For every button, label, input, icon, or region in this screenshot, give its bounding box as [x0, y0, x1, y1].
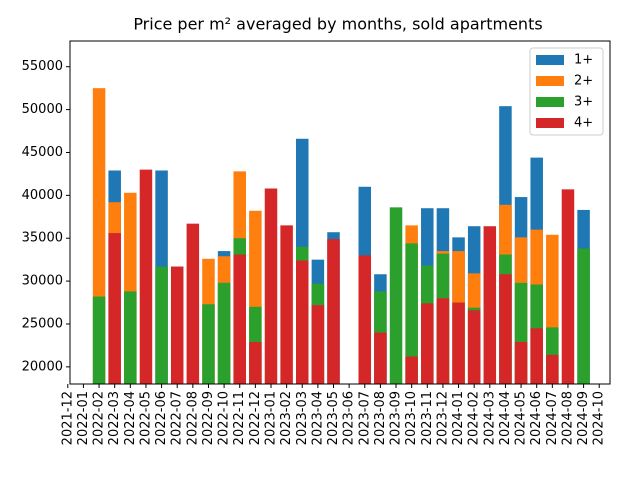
legend-label: 1+: [574, 53, 593, 68]
y-tick-label: 50000: [22, 102, 63, 117]
x-tick-label: 2024-04: [498, 391, 513, 445]
x-tick-label: 2023-08: [373, 391, 388, 445]
x-tick-label: 2023-06: [342, 391, 357, 445]
x-tick-label: 2024-03: [482, 391, 497, 445]
bar: [327, 239, 340, 384]
bar: [577, 248, 590, 384]
x-tick-label: 2024-09: [576, 391, 591, 445]
y-tick-label: 55000: [22, 59, 63, 74]
legend-box: [529, 47, 604, 136]
bar: [295, 260, 309, 384]
bar: [139, 169, 153, 384]
x-tick-label: 2022-06: [154, 391, 169, 445]
legend-label: 3+: [574, 95, 593, 110]
bar: [561, 189, 575, 384]
x-tick-label: 2023-01: [263, 391, 278, 445]
x-tick-label: 2022-02: [92, 391, 107, 445]
x-tick-label: 2022-03: [107, 391, 122, 445]
bar: [530, 328, 543, 384]
x-tick-label: 2023-04: [310, 391, 325, 445]
x-tick-label: 2021-12: [60, 391, 75, 445]
y-tick-label: 40000: [22, 188, 63, 203]
bar: [202, 304, 215, 384]
bar: [124, 291, 137, 384]
bar: [405, 243, 418, 384]
bar: [170, 266, 184, 384]
chart-title: Price per m² averaged by months, sold ap…: [133, 15, 542, 34]
y-tick-label: 20000: [22, 359, 63, 374]
y-tick-label: 35000: [22, 231, 63, 246]
x-tick-label: 2024-08: [560, 391, 575, 445]
x-tick-label: 2024-07: [545, 391, 560, 445]
legend-label: 4+: [574, 116, 593, 131]
bar: [514, 341, 528, 384]
legend-swatch: [536, 76, 564, 86]
bar: [421, 303, 434, 384]
bar: [467, 310, 481, 384]
x-tick-label: 2023-10: [404, 391, 419, 445]
bar: [155, 266, 168, 384]
bar: [249, 341, 262, 384]
bar: [436, 298, 450, 384]
x-tick-label: 2022-07: [170, 391, 185, 445]
x-tick-label: 2023-09: [389, 391, 404, 445]
x-tick-label: 2022-09: [201, 391, 216, 445]
x-tick-label: 2022-04: [123, 391, 138, 445]
bar: [546, 354, 559, 384]
x-tick-label: 2022-05: [138, 391, 153, 445]
x-tick-label: 2022-08: [185, 391, 200, 445]
x-tick-label: 2024-02: [467, 391, 482, 445]
bar: [374, 332, 387, 384]
x-tick-label: 2023-05: [326, 391, 341, 445]
bar: [264, 188, 278, 384]
bar: [311, 305, 325, 384]
legend-swatch: [536, 55, 564, 65]
x-tick-label: 2023-11: [420, 391, 435, 445]
x-tick-label: 2023-12: [435, 391, 450, 445]
x-tick-label: 2022-01: [76, 391, 91, 445]
bar: [92, 296, 106, 384]
bar: [186, 223, 200, 384]
x-tick-label: 2024-10: [592, 391, 607, 445]
legend: 1+ 2+ 3+ 4+: [529, 47, 604, 136]
x-tick-label: 2023-07: [357, 391, 372, 445]
plot-frame: [69, 40, 611, 385]
x-tick-label: 2022-12: [248, 391, 263, 445]
bar: [499, 274, 512, 384]
x-tick-label: 2023-03: [295, 391, 310, 445]
x-tick-label: 2022-10: [217, 391, 232, 445]
bar: [389, 207, 403, 384]
bar: [217, 282, 231, 384]
x-tick-label: 2024-06: [529, 391, 544, 445]
bar: [452, 302, 465, 384]
x-tick-label: 2024-05: [514, 391, 529, 445]
y-tick-label: 45000: [22, 145, 63, 160]
x-tick-label: 2022-11: [232, 391, 247, 445]
legend-label: 2+: [574, 74, 593, 89]
bar: [483, 226, 497, 384]
bar: [405, 356, 418, 384]
legend-swatch: [536, 118, 564, 128]
x-tick-label: 2023-02: [279, 391, 294, 445]
x-tick-label: 2024-01: [451, 391, 466, 445]
legend-swatch: [536, 97, 564, 107]
bar: [108, 233, 121, 384]
y-tick-label: 30000: [22, 274, 63, 289]
bar: [280, 225, 293, 384]
y-tick-label: 25000: [22, 316, 63, 331]
bar: [358, 255, 372, 384]
bar: [233, 254, 246, 384]
